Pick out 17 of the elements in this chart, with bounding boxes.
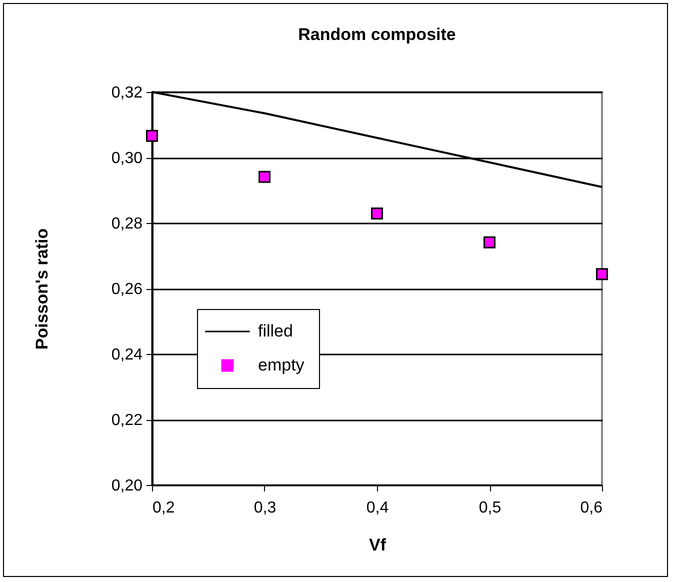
y-tick-label: 0,24 xyxy=(111,346,143,364)
y-tick-label: 0,32 xyxy=(111,84,143,102)
x-tick-label: 0,4 xyxy=(366,500,389,516)
x-tick-label: 0,2 xyxy=(152,500,175,516)
y-tick-label: 0,28 xyxy=(111,216,143,232)
y-tick-label: 0,20 xyxy=(111,478,143,494)
y-axis-title: Poisson's ratio xyxy=(32,228,52,350)
legend-label: filled xyxy=(258,322,293,340)
legend-label: empty xyxy=(258,356,305,374)
x-tick-label: 0,6 xyxy=(580,500,603,516)
x-axis-title: Vf xyxy=(369,536,386,554)
y-tick-label: 0,26 xyxy=(111,281,143,298)
y-tick-label: 0,30 xyxy=(111,150,143,167)
chart-title: Random composite xyxy=(298,25,456,44)
y-tick-label: 0,22 xyxy=(111,412,143,429)
x-tick-label: 0,3 xyxy=(254,500,276,516)
x-tick-label: 0,5 xyxy=(478,500,502,516)
